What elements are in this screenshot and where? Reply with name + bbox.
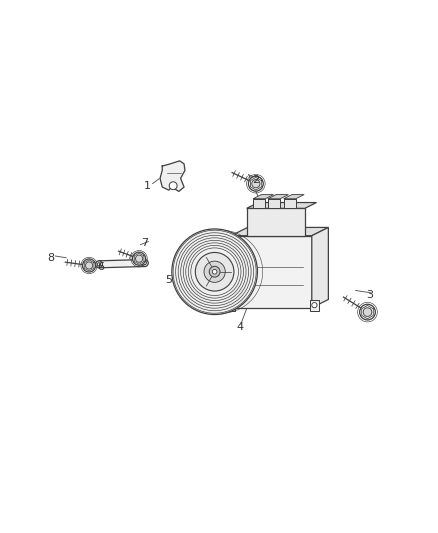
- Bar: [310, 300, 319, 311]
- Bar: [223, 268, 231, 294]
- Bar: [253, 199, 265, 208]
- Polygon shape: [253, 195, 274, 199]
- Circle shape: [97, 263, 100, 266]
- Circle shape: [204, 261, 225, 282]
- Circle shape: [360, 304, 375, 320]
- Polygon shape: [247, 203, 316, 208]
- Circle shape: [363, 308, 372, 317]
- Text: 8: 8: [47, 253, 54, 263]
- Bar: [226, 300, 235, 311]
- Circle shape: [252, 180, 260, 188]
- Polygon shape: [284, 195, 304, 199]
- Circle shape: [135, 255, 143, 262]
- Circle shape: [82, 259, 95, 272]
- Text: 2: 2: [253, 175, 260, 185]
- Bar: [268, 199, 280, 208]
- Circle shape: [312, 303, 317, 308]
- Circle shape: [228, 303, 233, 308]
- Circle shape: [248, 176, 263, 191]
- Circle shape: [212, 269, 217, 274]
- Text: 5: 5: [165, 276, 172, 286]
- Circle shape: [195, 253, 234, 291]
- Polygon shape: [160, 161, 185, 191]
- Circle shape: [95, 261, 102, 268]
- Bar: [284, 199, 296, 208]
- Text: 4: 4: [237, 322, 244, 332]
- Bar: [231, 236, 312, 308]
- Polygon shape: [99, 260, 145, 268]
- Circle shape: [172, 229, 258, 314]
- Text: 1: 1: [144, 181, 151, 191]
- Circle shape: [143, 261, 146, 264]
- Bar: [247, 208, 305, 236]
- Polygon shape: [312, 228, 328, 308]
- Polygon shape: [268, 195, 288, 199]
- Text: 6: 6: [98, 262, 105, 271]
- Circle shape: [133, 252, 146, 265]
- Text: 7: 7: [141, 238, 148, 248]
- Text: 3: 3: [366, 290, 373, 300]
- Circle shape: [85, 262, 93, 269]
- Circle shape: [169, 182, 177, 190]
- Circle shape: [209, 266, 220, 277]
- Circle shape: [141, 260, 148, 266]
- Polygon shape: [231, 228, 328, 236]
